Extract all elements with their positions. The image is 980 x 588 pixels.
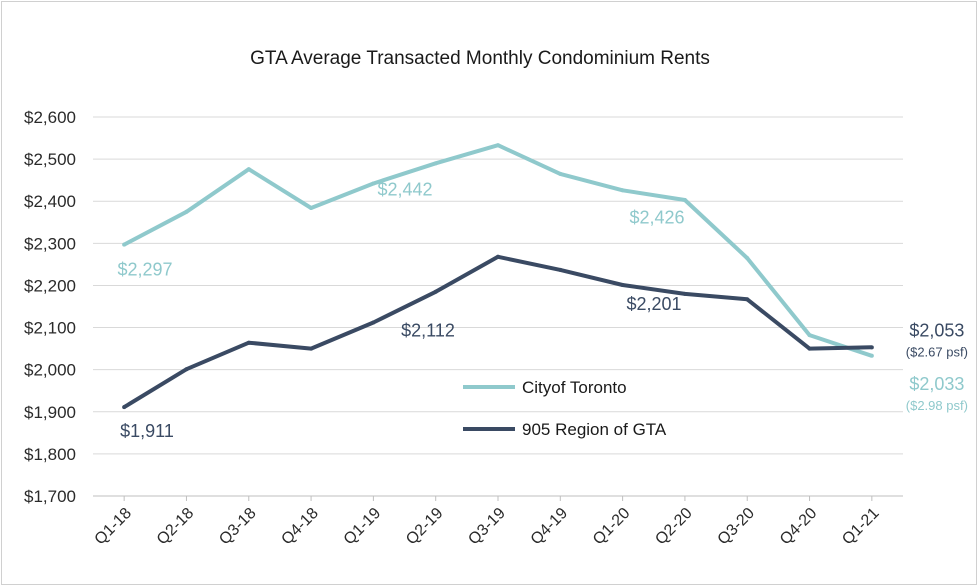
y-tick-label: $1,800 bbox=[24, 445, 76, 464]
data-point-toronto bbox=[184, 209, 189, 214]
data-point-toronto bbox=[309, 205, 314, 210]
y-tick-label: $2,400 bbox=[24, 192, 76, 211]
data-point-905 bbox=[558, 267, 563, 272]
y-tick-label: $2,000 bbox=[24, 361, 76, 380]
y-tick-label: $2,100 bbox=[24, 319, 76, 338]
data-point-toronto bbox=[371, 181, 376, 186]
data-point-905 bbox=[309, 346, 314, 351]
data-point-905 bbox=[496, 254, 500, 259]
data-point-905 bbox=[620, 283, 625, 288]
y-tick-label: $2,300 bbox=[24, 234, 76, 253]
data-point-toronto bbox=[246, 167, 251, 172]
data-label-905: $1,911 bbox=[120, 421, 174, 441]
series-line-905 bbox=[123, 254, 872, 409]
data-label-psf-905: ($2.67 psf) bbox=[906, 344, 968, 359]
data-point-905 bbox=[184, 367, 189, 372]
x-tick-label: Q3-19 bbox=[465, 505, 509, 549]
x-tick-label: Q1-21 bbox=[839, 505, 883, 549]
data-label-psf-toronto: ($2.98 psf) bbox=[906, 398, 968, 413]
legend-label-905: 905 Region of GTA bbox=[522, 420, 667, 439]
x-tick-label: Q3-18 bbox=[216, 505, 260, 549]
x-tick-label: Q2-18 bbox=[154, 505, 198, 549]
x-tick-label: Q2-19 bbox=[403, 505, 447, 549]
data-point-toronto bbox=[807, 333, 812, 338]
y-tick-label: $2,600 bbox=[24, 108, 76, 127]
y-tick-label: $2,500 bbox=[24, 150, 76, 169]
x-tick-label: Q2-20 bbox=[652, 505, 696, 549]
series-line-toronto bbox=[123, 143, 873, 358]
x-tick-label: Q4-18 bbox=[278, 505, 322, 549]
legend: Cityof Toronto 905 Region of GTA bbox=[463, 378, 667, 439]
data-label-905: $2,201 bbox=[626, 294, 681, 314]
legend-label-toronto: Cityof Toronto bbox=[522, 378, 627, 397]
data-label-toronto: $2,297 bbox=[117, 260, 172, 280]
data-point-toronto bbox=[122, 242, 127, 247]
data-point-905 bbox=[807, 346, 812, 351]
data-label-toronto: $2,033 bbox=[909, 374, 964, 394]
data-point-905 bbox=[122, 405, 127, 410]
data-point-toronto bbox=[620, 188, 625, 193]
data-point-905 bbox=[869, 345, 874, 350]
data-label-toronto: $2,426 bbox=[629, 207, 684, 227]
data-label-toronto: $2,442 bbox=[377, 180, 432, 200]
data-point-905 bbox=[246, 340, 251, 345]
data-point-905 bbox=[745, 297, 750, 302]
x-tick-label: Q1-19 bbox=[341, 505, 385, 549]
data-point-905 bbox=[371, 320, 376, 325]
data-point-toronto bbox=[682, 197, 687, 202]
chart-title: GTA Average Transacted Monthly Condomini… bbox=[250, 48, 710, 69]
x-tick-label: Q1-18 bbox=[92, 505, 136, 549]
data-label-905: $2,053 bbox=[909, 320, 964, 340]
x-tick-label: Q4-20 bbox=[777, 505, 821, 549]
data-point-toronto bbox=[745, 256, 750, 261]
x-axis: Q1-18 Q2-18 Q3-18 Q4-18 Q1-19 Q2-19 Q3-19 Q4-19… bbox=[92, 495, 903, 549]
x-tick-label: Q3-20 bbox=[715, 505, 759, 549]
y-tick-label: $1,900 bbox=[24, 403, 76, 422]
data-point-toronto bbox=[558, 171, 563, 176]
series-lines bbox=[122, 143, 874, 410]
data-point-905 bbox=[433, 289, 438, 294]
y-tick-label: $1,700 bbox=[24, 487, 76, 506]
gridlines bbox=[93, 116, 903, 497]
data-point-905 bbox=[682, 291, 687, 296]
y-tick-label: $2,200 bbox=[24, 276, 76, 295]
data-point-toronto bbox=[869, 353, 874, 358]
data-label-905: $2,112 bbox=[401, 321, 455, 341]
data-labels: $2,297 $2,442 $2,426 $2,033 ($2.98 psf) $1,91… bbox=[117, 180, 967, 442]
x-tick-label: Q1-20 bbox=[590, 505, 634, 549]
data-point-toronto bbox=[433, 161, 438, 166]
data-point-toronto bbox=[496, 143, 500, 148]
y-axis: $1,700 $1,800 $1,900 $2,000 $2,100 $2,200 $2,3… bbox=[24, 108, 76, 506]
x-tick-label: Q4-19 bbox=[528, 505, 572, 549]
